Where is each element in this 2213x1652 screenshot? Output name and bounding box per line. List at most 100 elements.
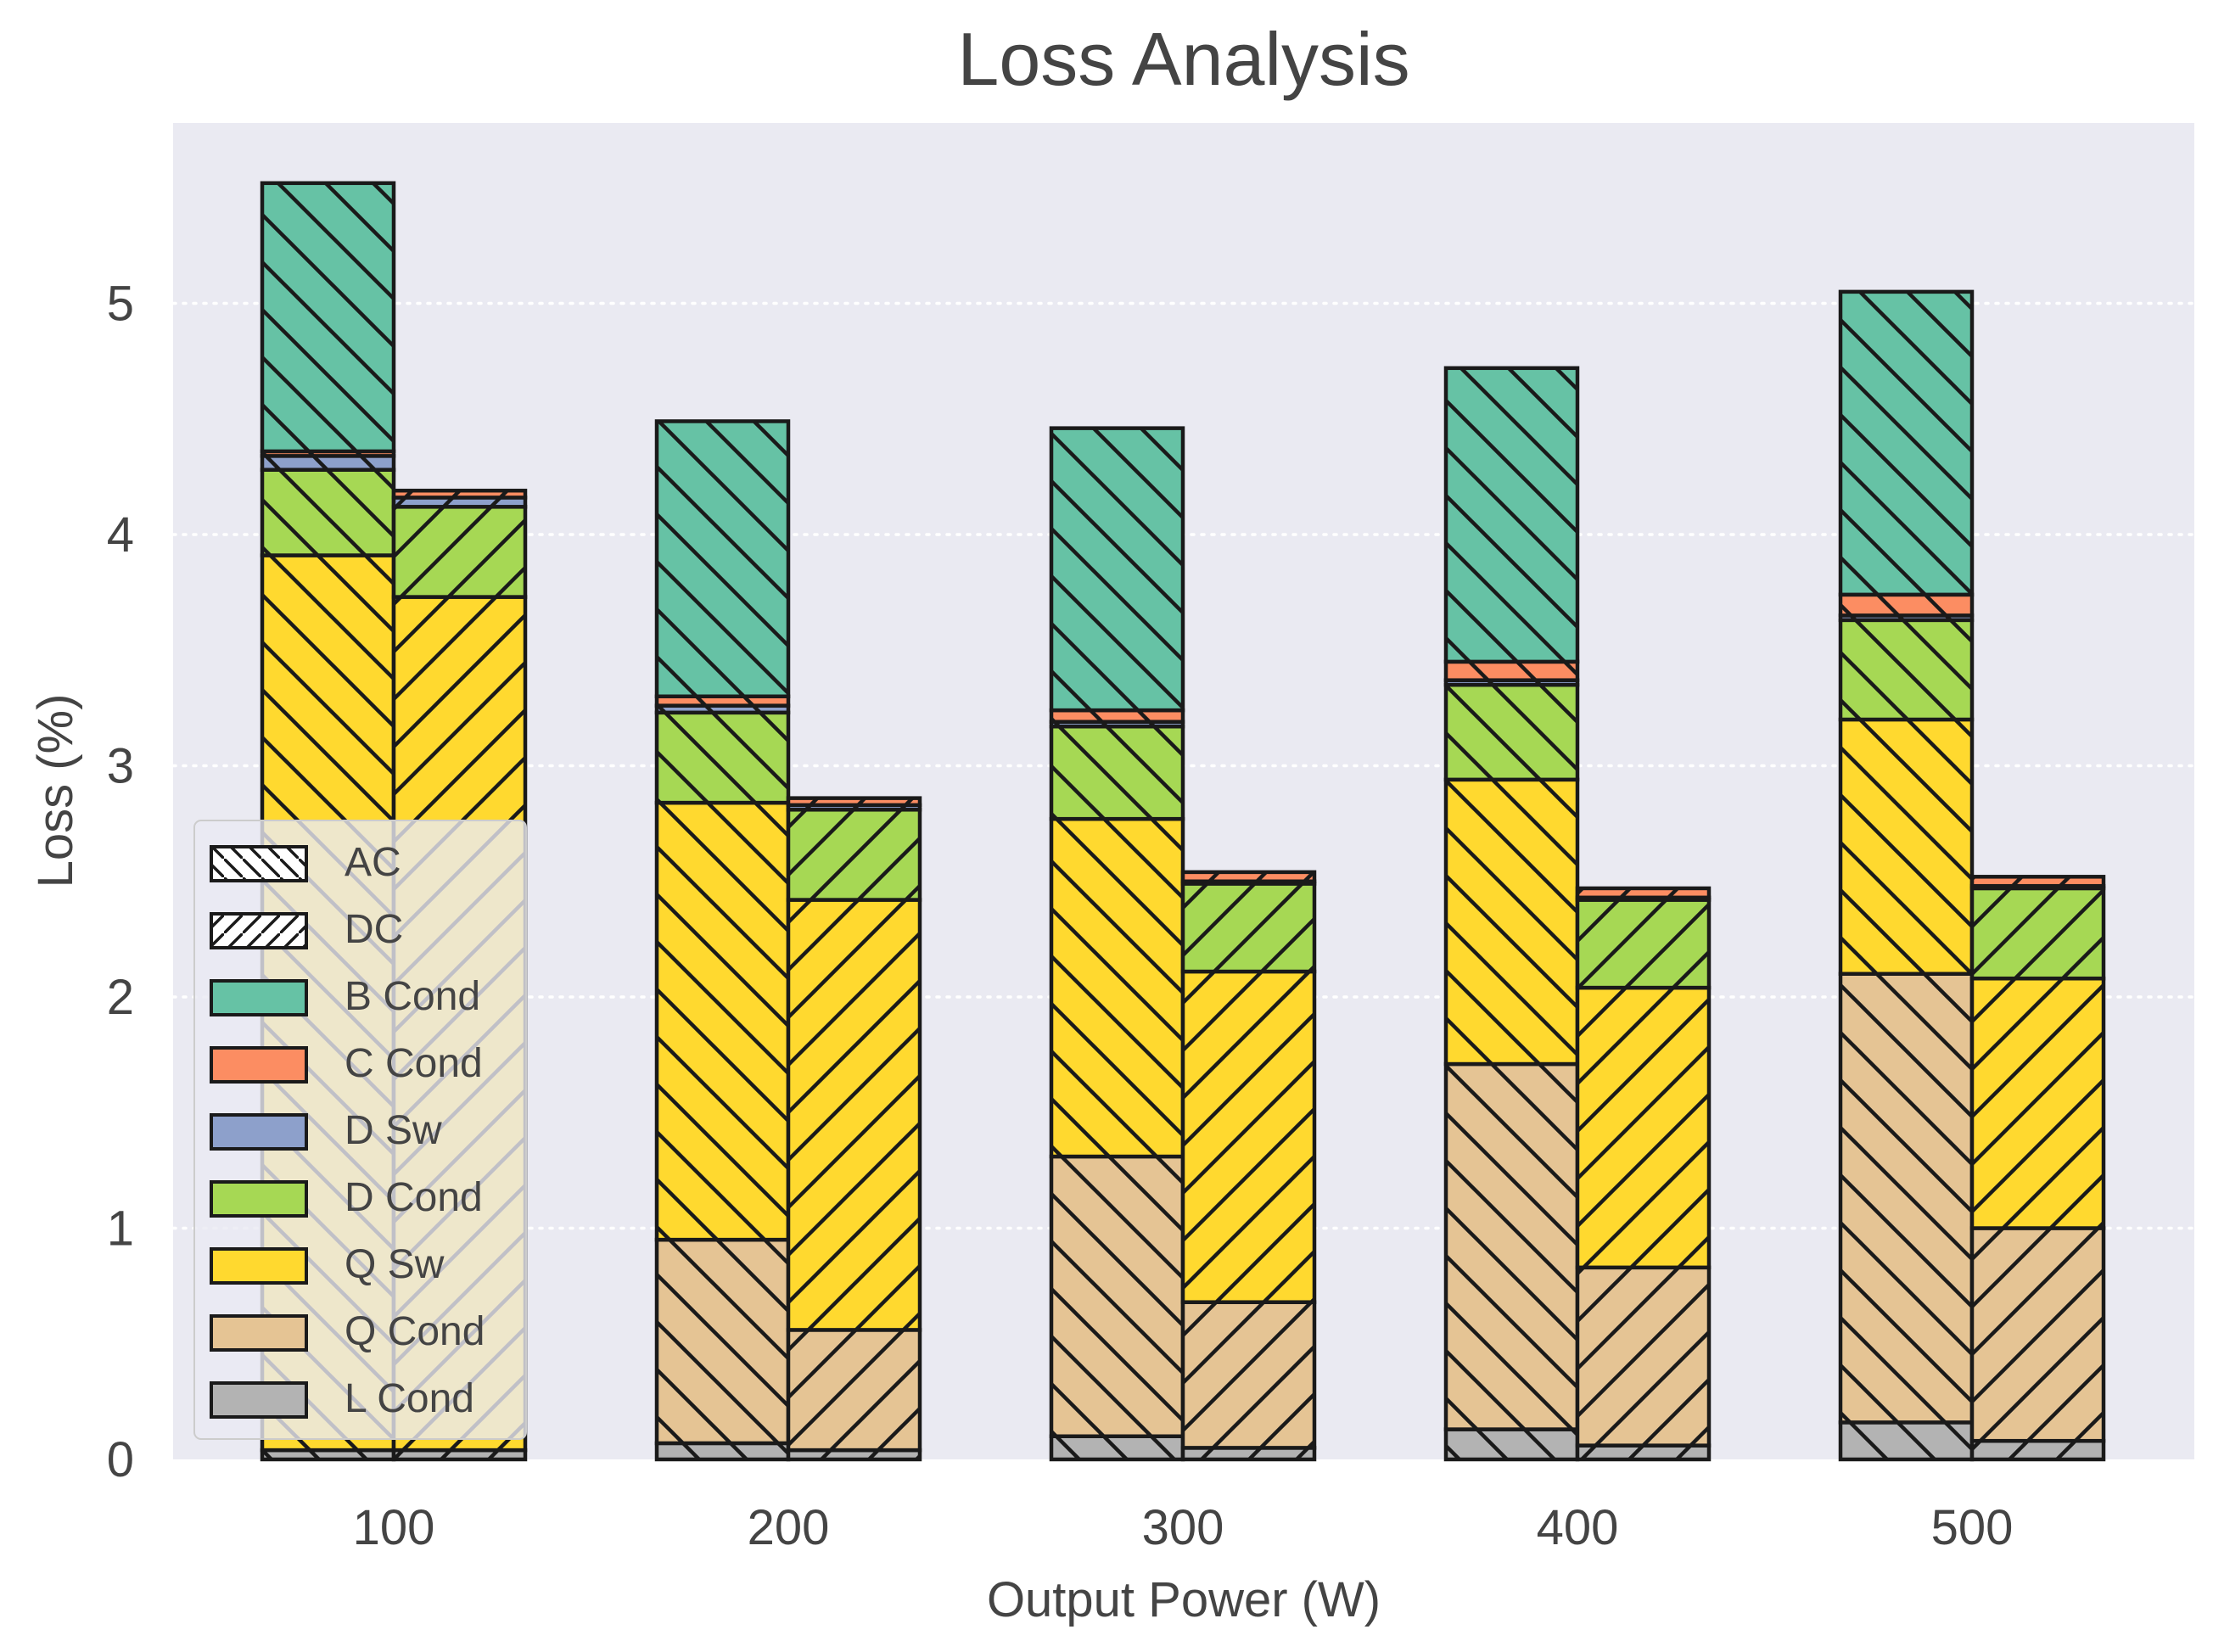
bar-segment bbox=[786, 808, 922, 902]
legend-swatch bbox=[211, 1383, 306, 1417]
bar-segment-hatch bbox=[1443, 659, 1580, 682]
legend-swatch-border bbox=[210, 1247, 308, 1285]
bar-segment bbox=[1049, 708, 1185, 724]
bar-segment-hatch bbox=[654, 710, 791, 805]
bar-segment bbox=[1575, 1265, 1712, 1448]
bar-segment bbox=[1180, 1300, 1317, 1450]
bar-segment-hatch bbox=[654, 1237, 791, 1446]
bar-segment-hatch bbox=[1838, 592, 1975, 618]
bar-segment-hatch bbox=[1049, 426, 1185, 713]
legend-item: C Cond bbox=[210, 1041, 483, 1086]
legend-swatch-border bbox=[210, 1180, 308, 1218]
bar-segment-hatch bbox=[1049, 816, 1185, 1159]
bar-segment-hatch bbox=[1575, 1443, 1712, 1462]
legend-swatch-hatch bbox=[211, 847, 306, 881]
legend-label: Q Cond bbox=[345, 1309, 485, 1354]
bar-segment-hatch bbox=[1838, 717, 1975, 976]
bar-segment bbox=[654, 710, 791, 805]
bar-segment-hatch bbox=[1969, 875, 2106, 888]
legend-label: C Cond bbox=[345, 1041, 483, 1086]
x-axis-label: Output Power (W) bbox=[987, 1572, 1381, 1627]
bar-segment bbox=[1838, 1420, 1975, 1462]
bar-segment-hatch bbox=[1180, 870, 1317, 883]
legend-label: D Sw bbox=[345, 1108, 442, 1153]
bar-segment-hatch bbox=[1969, 976, 2106, 1230]
legend-item: L Cond bbox=[210, 1376, 474, 1421]
legend-item: D Sw bbox=[210, 1108, 442, 1153]
bar-segment bbox=[1838, 592, 1975, 618]
bar-segment bbox=[786, 898, 922, 1332]
bar-segment bbox=[1575, 898, 1712, 990]
bar-segment bbox=[1049, 1154, 1185, 1439]
legend-label: L Cond bbox=[345, 1376, 474, 1421]
legend-swatch-border bbox=[210, 1046, 308, 1084]
bar-segment-hatch bbox=[654, 1441, 791, 1462]
bar-segment-hatch bbox=[260, 181, 396, 454]
legend-label: D Cond bbox=[345, 1175, 483, 1220]
bar-segment-hatch bbox=[1180, 882, 1317, 974]
legend-label: AC bbox=[345, 840, 401, 885]
bar-segment bbox=[260, 454, 396, 472]
bar-segment-hatch bbox=[654, 419, 791, 698]
bar-segment-hatch bbox=[1443, 1427, 1580, 1462]
y-tick-label: 4 bbox=[107, 507, 134, 563]
bar-segment bbox=[1575, 886, 1712, 900]
bar-segment bbox=[1049, 816, 1185, 1159]
y-tick-label: 3 bbox=[107, 739, 134, 794]
y-tick-labels: 0 1 2 3 4 5 bbox=[107, 277, 134, 1488]
chart-title: Loss Analysis bbox=[957, 17, 1409, 101]
bar-segment-hatch bbox=[1049, 1154, 1185, 1439]
bar-segment-hatch bbox=[1969, 1438, 2106, 1462]
bar-segment bbox=[786, 796, 922, 808]
legend-item: Q Sw bbox=[210, 1242, 445, 1287]
bar-segment bbox=[654, 419, 791, 698]
bar-segment bbox=[1443, 682, 1580, 782]
bar-segment bbox=[654, 1441, 791, 1462]
bar-segment-hatch bbox=[654, 800, 791, 1242]
bar-segment bbox=[1049, 724, 1185, 821]
bar-segment bbox=[1443, 1061, 1580, 1431]
legend-swatch-border bbox=[210, 845, 308, 882]
bar-segment-hatch bbox=[1443, 777, 1580, 1067]
bar-segment-hatch bbox=[1838, 972, 1975, 1425]
bar-segment bbox=[1838, 972, 1975, 1425]
bar-segment bbox=[260, 468, 396, 557]
bar-segment bbox=[1180, 969, 1317, 1304]
legend-label: Q Sw bbox=[345, 1242, 445, 1287]
bar-segment-hatch bbox=[1969, 886, 2106, 981]
bar-segment bbox=[654, 800, 791, 1242]
legend-swatch-border bbox=[210, 1113, 308, 1151]
legend-swatch bbox=[211, 981, 306, 1015]
legend-swatch bbox=[211, 1182, 306, 1216]
bar-segment-hatch bbox=[1180, 969, 1317, 1304]
bar-segment-hatch bbox=[1575, 1265, 1712, 1448]
bar-segment-hatch bbox=[786, 796, 922, 808]
legend-swatch bbox=[211, 1249, 306, 1283]
y-tick-label: 0 bbox=[107, 1432, 134, 1487]
x-tick-label: 100 bbox=[353, 1500, 435, 1555]
bar-segment bbox=[1969, 886, 2106, 981]
bar-segment bbox=[1575, 1443, 1712, 1462]
y-axis-label: Loss (%) bbox=[28, 694, 83, 888]
legend-swatch bbox=[211, 1115, 306, 1149]
legend-item: D Cond bbox=[210, 1175, 483, 1220]
bar-segment bbox=[1969, 1438, 2106, 1462]
x-tick-labels: 100 200 300 400 500 bbox=[353, 1500, 2014, 1555]
bar-segment bbox=[1575, 985, 1712, 1270]
bar-segment-hatch bbox=[260, 468, 396, 557]
bar-segment-hatch bbox=[1443, 682, 1580, 782]
bar-segment-hatch bbox=[1049, 1434, 1185, 1462]
legend-item: DC bbox=[210, 907, 403, 952]
bar-segment bbox=[1838, 289, 1975, 597]
bar-segment-hatch bbox=[786, 898, 922, 1332]
bar-segment-hatch bbox=[1575, 886, 1712, 900]
legend: AC DC B Cond C Cond D Sw D Cond Q Sw Q Cond L Co… bbox=[193, 820, 527, 1440]
bar-segment-hatch bbox=[1575, 898, 1712, 990]
bar-segment-hatch bbox=[1838, 618, 1975, 722]
legend-swatch-hatch bbox=[211, 914, 306, 948]
bar-segment-hatch bbox=[1838, 289, 1975, 597]
x-tick-label: 400 bbox=[1537, 1500, 1619, 1555]
bar-segment-hatch bbox=[391, 505, 528, 599]
